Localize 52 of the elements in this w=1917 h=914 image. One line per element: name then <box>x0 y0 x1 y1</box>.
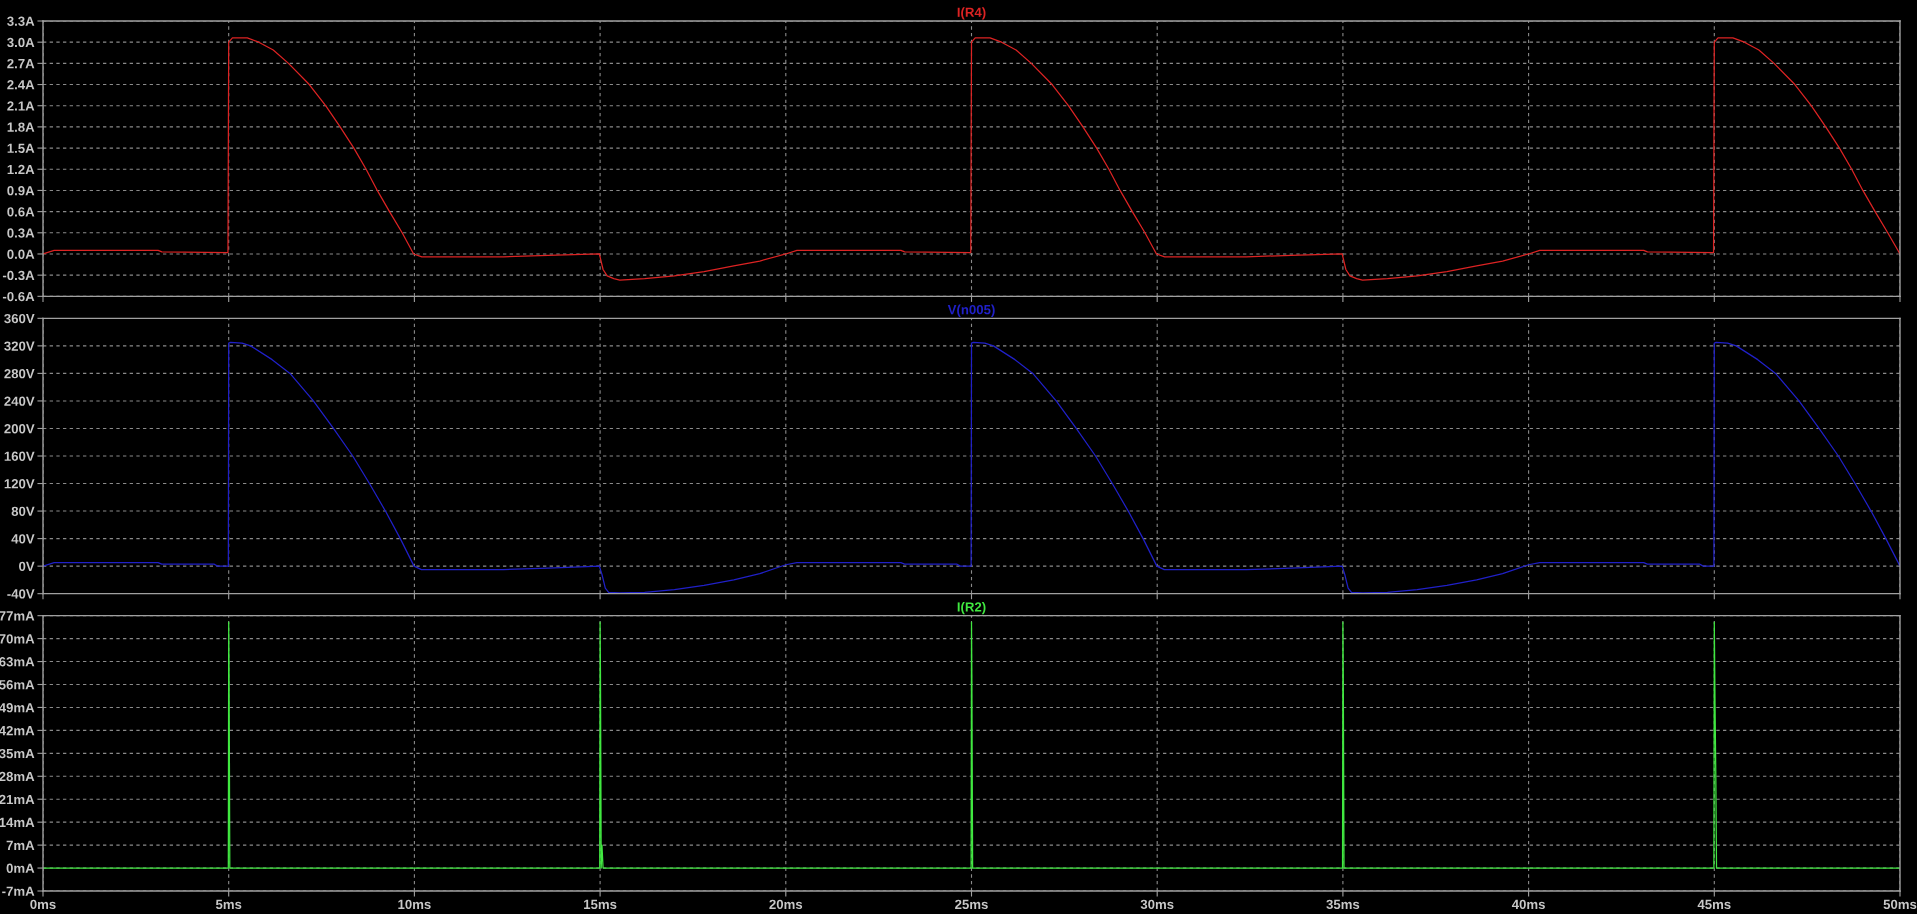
y-tick-label: 40V <box>11 534 35 544</box>
x-tick-label: 45ms <box>1697 899 1731 910</box>
y-tick-label: 360V <box>4 313 35 324</box>
y-tick-label: 120V <box>4 479 35 489</box>
y-tick-label: 0V <box>19 561 35 572</box>
y-tick-label: 35mA <box>0 748 35 759</box>
y-tick-label: 3.0A <box>7 37 35 48</box>
x-tick-label: 10ms <box>398 899 431 910</box>
y-tick-label: 3.3A <box>7 16 35 26</box>
y-tick-label: 77mA <box>0 611 35 621</box>
y-tick-label: 63mA <box>0 657 35 667</box>
x-tick-label: 0ms <box>30 899 56 910</box>
y-tick-label: -40V <box>7 589 35 599</box>
y-tick-label: 320V <box>4 341 35 351</box>
x-tick-label: 20ms <box>769 899 803 910</box>
y-tick-label: 0.6A <box>7 207 35 217</box>
y-tick-label: 21mA <box>0 794 35 804</box>
y-tick-label: 280V <box>4 368 35 379</box>
x-tick-label: 15ms <box>584 899 617 910</box>
y-tick-label: 2.7A <box>7 58 35 69</box>
x-tick-label: 40ms <box>1511 899 1545 910</box>
y-tick-label: -0.3A <box>2 270 35 281</box>
y-tick-label: 0.0A <box>7 249 35 259</box>
series-label: I(R4) <box>957 7 986 20</box>
y-tick-label: 200V <box>4 424 35 434</box>
line-series <box>43 37 1900 281</box>
y-tick-label: 2.4A <box>7 80 35 90</box>
y-tick-label: 240V <box>4 396 35 406</box>
x-tick-label: 30ms <box>1140 899 1174 910</box>
y-tick-label: 1.2A <box>7 164 35 175</box>
y-tick-label: 7mA <box>6 840 35 850</box>
y-tick-label: 0.3A <box>7 228 35 238</box>
y-tick-label: 2.1A <box>7 101 35 111</box>
series-label: I(R2) <box>957 601 986 615</box>
text: V(n005) <box>947 304 995 317</box>
y-tick-label: 56mA <box>0 680 35 690</box>
x-tick-label: 25ms <box>955 899 988 910</box>
y-tick-label: 14mA <box>0 817 35 827</box>
y-tick-label: -0.6A <box>2 291 35 302</box>
y-tick-label: 0.9A <box>7 186 35 196</box>
y-tick-label: 80V <box>11 506 35 516</box>
x-tick-label: 35ms <box>1326 899 1360 910</box>
y-tick-label: 160V <box>4 451 35 461</box>
y-tick-label: 0mA <box>6 863 35 873</box>
x-tick-label: 5ms <box>215 899 242 910</box>
line-series <box>43 621 1900 869</box>
y-tick-label: 1.8A <box>7 122 35 132</box>
y-tick-label: 28mA <box>0 771 35 782</box>
x-tick-label: 50ms <box>1883 899 1917 910</box>
y-tick-label: -7mA <box>2 886 35 896</box>
y-tick-label: 1.5A <box>7 143 35 153</box>
y-tick-label: 70mA <box>0 634 35 644</box>
